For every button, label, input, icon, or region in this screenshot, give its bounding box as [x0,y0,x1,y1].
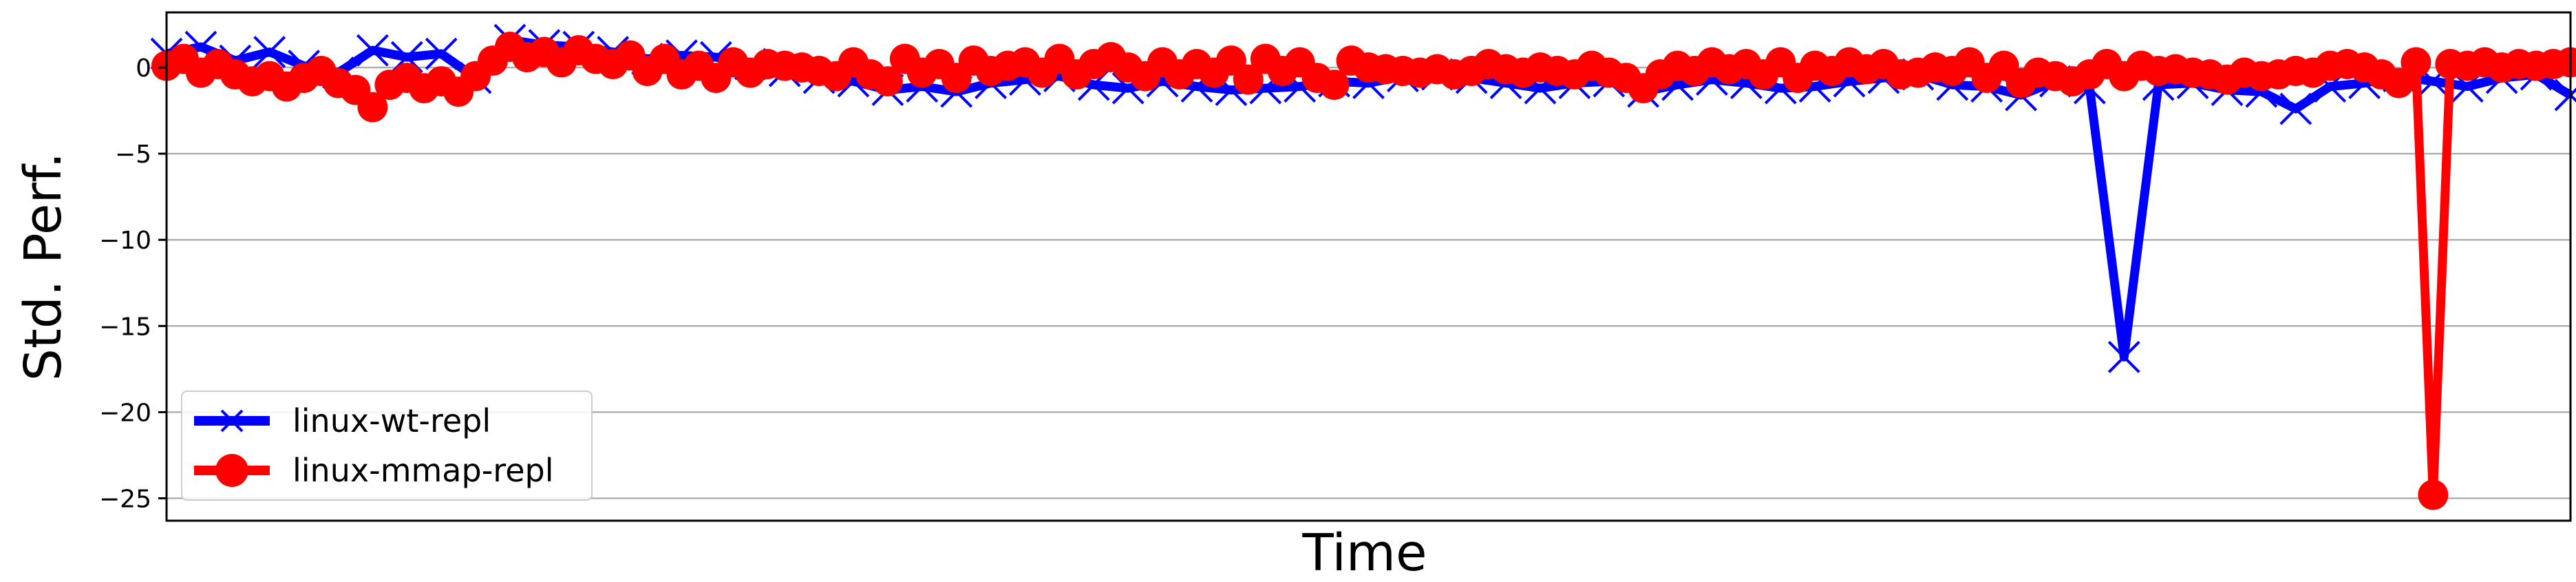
legend-box [181,391,593,501]
series-linux-mmap-repl [151,32,2576,510]
x-axis-label: Time [1301,523,1427,582]
y-tick-label: −10 [99,227,151,255]
data-point [2107,340,2140,373]
data-point [356,34,389,67]
y-tick-label: −25 [99,485,151,513]
y-axis-label: Std. Perf. [14,152,73,381]
y-axis-ticks: 0 −5 −10 −15 −20 −25 [99,54,167,513]
legend: linux-wt-repl linux-mmap-repl [181,391,593,501]
data-point [872,66,903,97]
legend-marker-circle-icon [215,454,248,487]
data-point [425,37,458,70]
y-tick-label: 0 [136,54,151,83]
data-point [1319,70,1350,101]
axes-frame [165,11,2572,522]
y-tick-label: −5 [115,141,151,169]
plot-area [150,23,2576,510]
legend-label-mmap: linux-mmap-repl [292,452,553,489]
legend-marker-x-icon [220,409,244,433]
data-point [2418,479,2449,510]
y-tick-label: −15 [99,313,151,341]
y-tick-label: −20 [99,399,151,427]
legend-label-wt: linux-wt-repl [292,402,491,439]
data-point [2401,47,2431,78]
data-point [2279,92,2312,125]
data-point [357,92,388,123]
data-point [2383,67,2414,98]
data-point [1233,64,1264,95]
data-point [253,36,286,68]
